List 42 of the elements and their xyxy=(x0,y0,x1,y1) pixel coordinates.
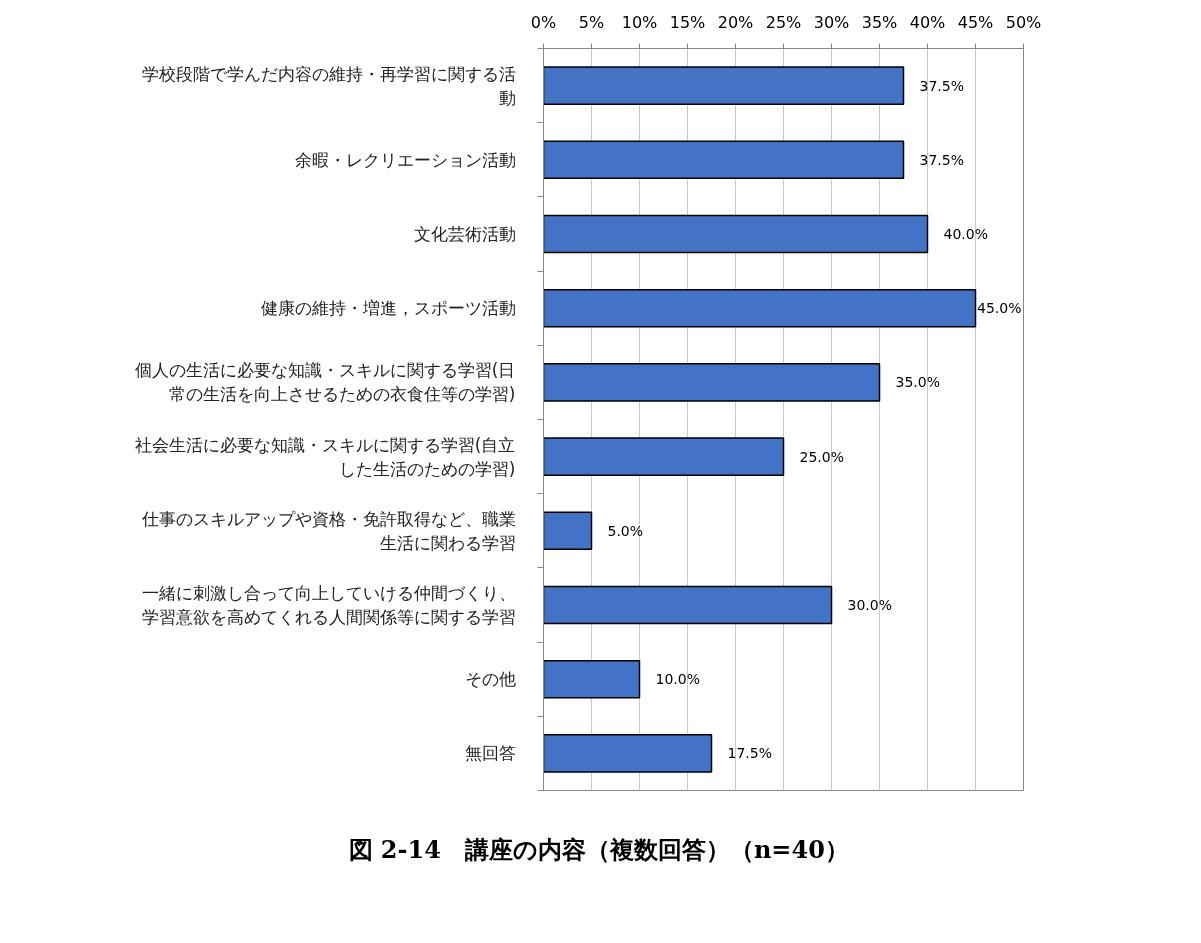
x-tick-label: 25% xyxy=(765,12,802,32)
bar xyxy=(543,66,905,105)
data-label: 37.5% xyxy=(919,77,964,94)
x-tick-label: 50% xyxy=(1005,12,1042,32)
x-tick-label: 15% xyxy=(669,12,706,32)
bar xyxy=(543,140,905,180)
x-tick-label: 30% xyxy=(813,12,850,32)
y-tick-label: その他 xyxy=(464,669,516,690)
y-tick-label: 余暇・レクリエーション活動 xyxy=(294,149,516,170)
data-label: 45.0% xyxy=(977,300,1022,317)
y-tick-label: 一緒に刺激し合って向上していける仲間づくり、学習意欲を高めてくれる人間関係等に関する学習 xyxy=(141,583,516,627)
bar xyxy=(543,288,977,328)
data-label: 35.0% xyxy=(895,374,940,391)
x-tick-label: 0% xyxy=(530,12,557,32)
bar xyxy=(543,659,641,699)
y-tick-label: 文化芸術活動 xyxy=(413,224,516,244)
x-tick-label: 45% xyxy=(957,12,994,32)
data-label: 30.0% xyxy=(847,597,892,613)
data-label: 10.0% xyxy=(655,671,700,688)
bar xyxy=(543,585,833,625)
y-tick-label: 個人の生活に必要な知識・スキルに関する学習(日常の生活を向上させるための衣食住等の学習) xyxy=(134,360,516,405)
bar xyxy=(543,363,881,402)
y-tick-label: 社会生活に必要な知識・スキルに関する学習(自立した生活のための学習) xyxy=(134,434,516,479)
y-tick-label: 無回答 xyxy=(464,743,516,764)
data-label: 17.5% xyxy=(727,745,772,762)
y-tick-label: 健康の維持・増進，スポーツ活動 xyxy=(260,298,516,319)
x-tick-label: 40% xyxy=(909,12,946,32)
x-tick-label: 20% xyxy=(717,12,754,32)
data-label: 25.0% xyxy=(799,448,844,465)
x-tick-label: 35% xyxy=(861,12,898,32)
y-tick-label: 仕事のスキルアップや資格・免許取得など、職業生活に関わる学習 xyxy=(140,508,516,553)
y-tick-label: 学校段階で学んだ内容の維持・再学習に関する活動 xyxy=(141,63,516,108)
x-tick-label: 5% xyxy=(578,12,605,32)
x-tick-label: 10% xyxy=(621,12,658,32)
bar xyxy=(543,734,713,773)
bar xyxy=(543,511,593,551)
bar xyxy=(543,214,929,254)
data-label: 40.0% xyxy=(943,226,988,242)
data-label: 37.5% xyxy=(919,151,964,168)
data-label: 5.0% xyxy=(607,522,644,539)
bar xyxy=(543,437,785,476)
text: 図 2-14 講座の内容（複数回答）（n=40） xyxy=(348,834,849,864)
